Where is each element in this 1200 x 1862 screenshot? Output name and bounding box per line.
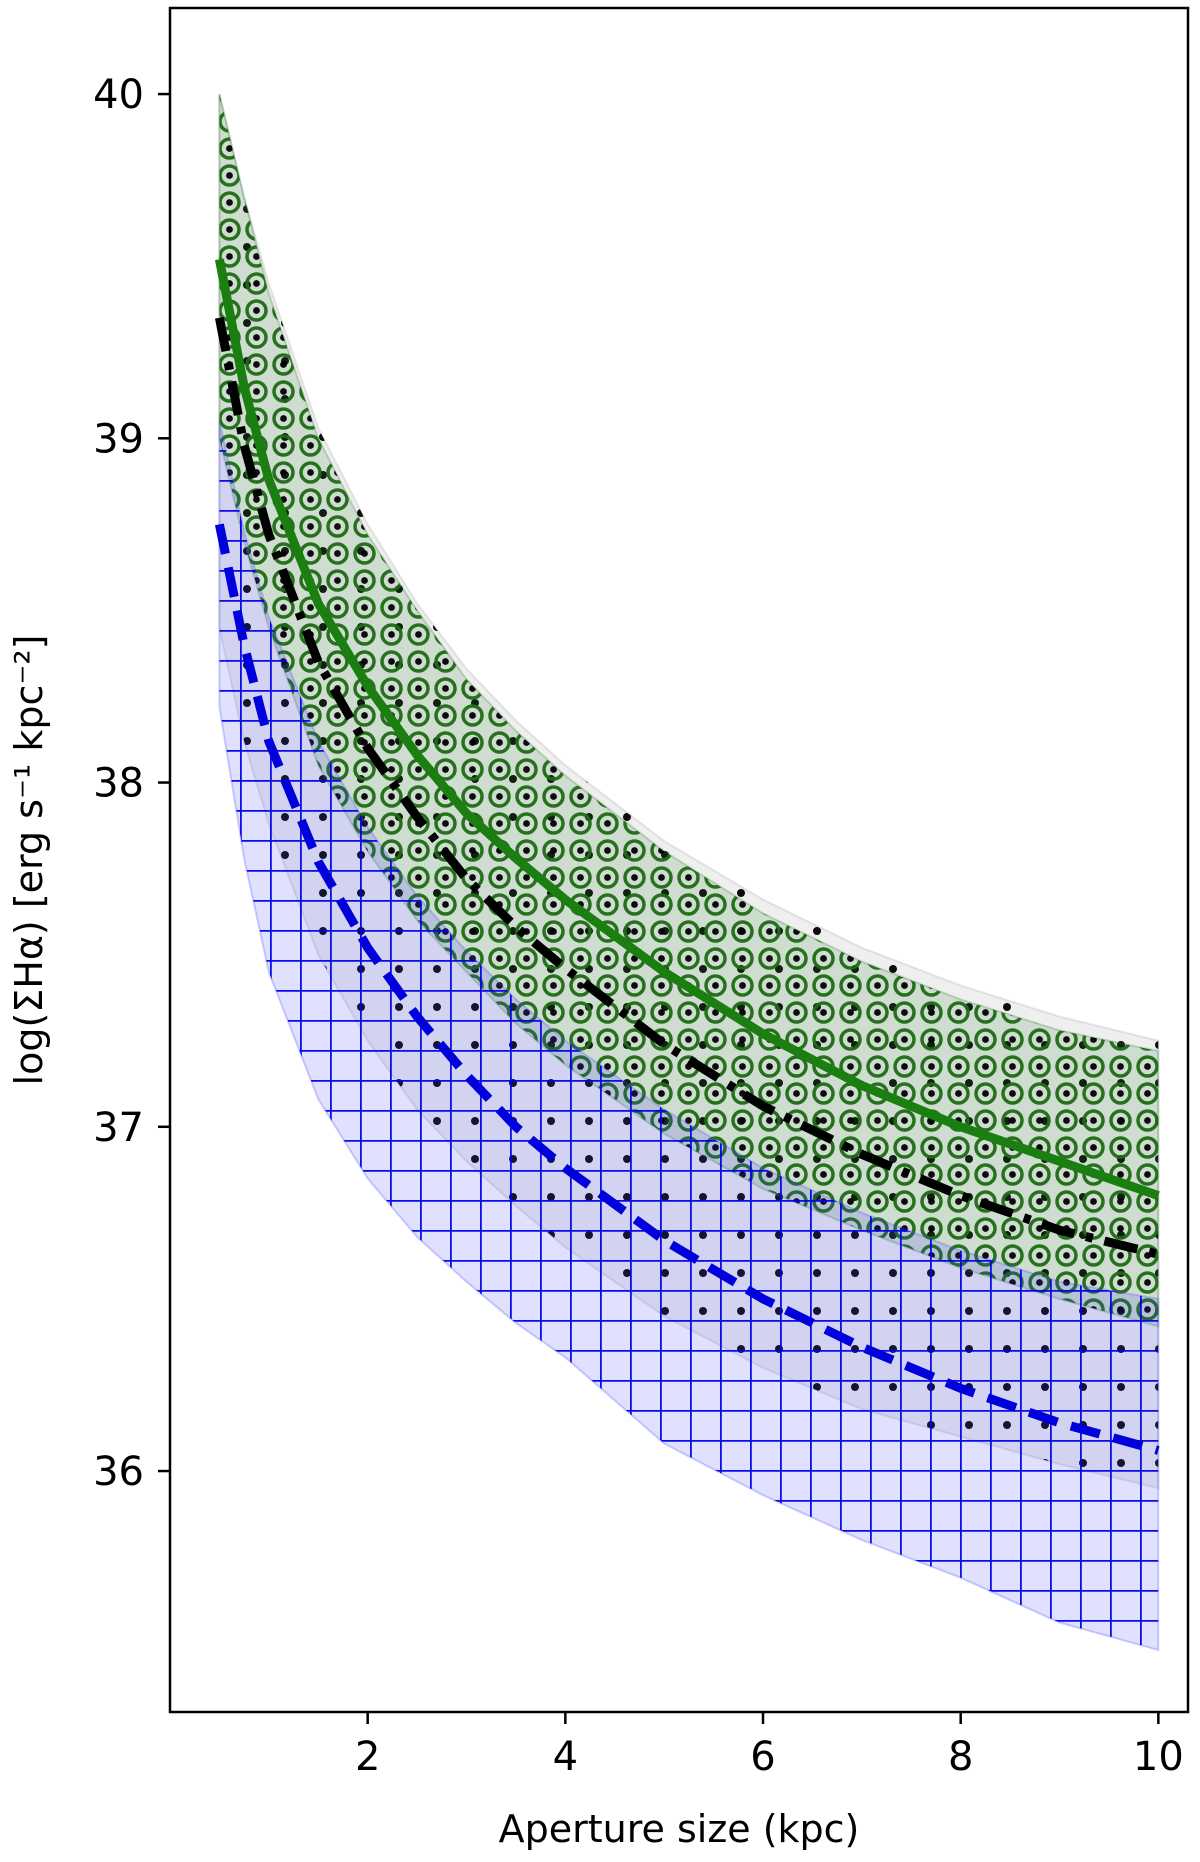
x-axis-ticks: 2 4 6 8 10 bbox=[355, 1712, 1184, 1780]
series-line-1 bbox=[214, 316, 1160, 1259]
x-tick-label: 6 bbox=[750, 1734, 775, 1780]
y-tick-label: 36 bbox=[93, 1449, 144, 1495]
confidence-bands bbox=[218, 93, 1160, 1652]
band-hatch-0 bbox=[219, 94, 1159, 1327]
series-line-2 bbox=[214, 523, 1160, 1455]
y-axis-label: log(ΣHα) [erg s⁻¹ kpc⁻²] bbox=[7, 635, 51, 1086]
plot-frame bbox=[168, 6, 1190, 1714]
x-tick-label: 8 bbox=[948, 1734, 973, 1780]
x-tick-label: 4 bbox=[553, 1734, 578, 1780]
x-axis-label: Aperture size (kpc) bbox=[499, 1807, 860, 1851]
y-tick-label: 39 bbox=[93, 416, 144, 462]
y-tick-label: 37 bbox=[93, 1105, 144, 1151]
y-axis-ticks: 36 37 38 39 40 bbox=[93, 72, 170, 1495]
y-tick-label: 40 bbox=[93, 72, 144, 118]
x-tick-label: 10 bbox=[1133, 1734, 1184, 1780]
y-tick-label: 38 bbox=[93, 761, 144, 807]
x-tick-label: 2 bbox=[355, 1734, 380, 1780]
series-line-0 bbox=[214, 258, 1160, 1200]
series-lines bbox=[214, 258, 1160, 1455]
band-hatch-2 bbox=[219, 421, 1159, 1651]
